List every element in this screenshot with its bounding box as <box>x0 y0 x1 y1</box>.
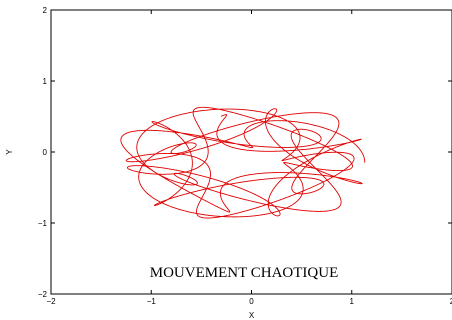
y-axis-title: Y <box>5 149 14 155</box>
y-tick-label: 0 <box>43 148 48 157</box>
tick-labels: −2 −1 0 1 2 −2 −1 0 1 2 <box>38 6 452 306</box>
x-tick-label: −1 <box>147 297 157 306</box>
x-tick-label: 1 <box>350 297 355 306</box>
chart-annotation: MOUVEMENT CHAOTIQUE <box>150 265 338 281</box>
trajectory-line <box>120 106 366 219</box>
x-tick-label: 0 <box>249 297 254 306</box>
x-axis-title: X <box>249 311 255 320</box>
x-tick-label: −2 <box>46 297 56 306</box>
y-tick-label: −1 <box>38 219 48 228</box>
trajectory <box>120 106 366 219</box>
y-tick-label: 1 <box>43 77 48 86</box>
y-tick-label: −2 <box>38 290 48 299</box>
axis-ticks <box>50 9 452 295</box>
plot-frame <box>50 9 452 295</box>
x-tick-label: 2 <box>450 297 452 306</box>
y-tick-label: 2 <box>43 6 48 15</box>
